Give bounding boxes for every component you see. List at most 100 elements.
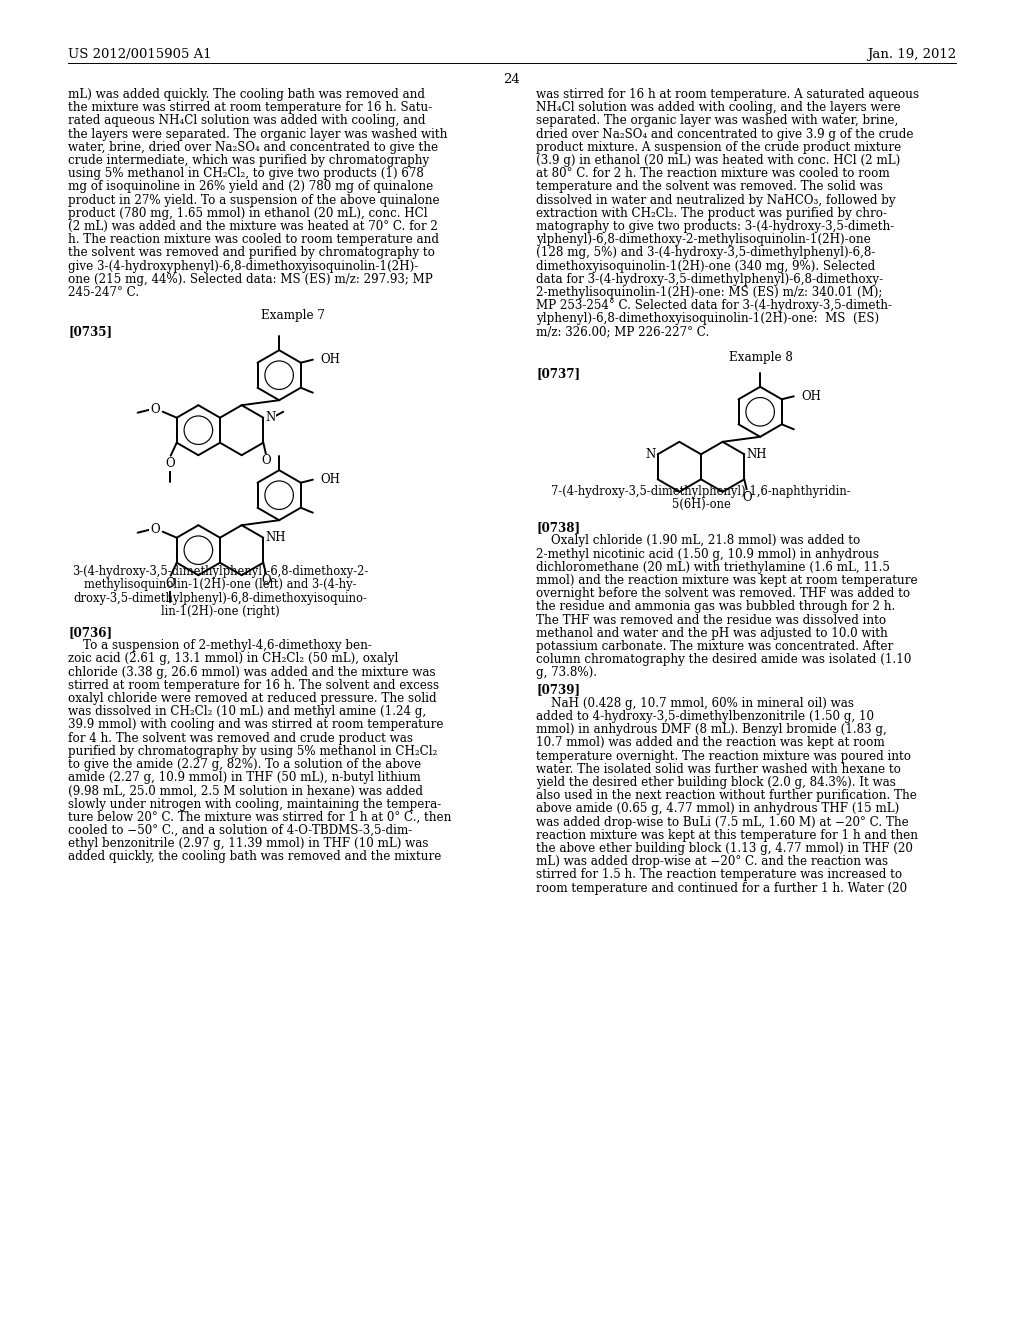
Text: N: N [645, 447, 655, 461]
Text: 3-(4-hydroxy-3,5-dimethylphenyl)-6,8-dimethoxy-2-: 3-(4-hydroxy-3,5-dimethylphenyl)-6,8-dim… [72, 565, 368, 578]
Text: product in 27% yield. To a suspension of the above quinalone: product in 27% yield. To a suspension of… [68, 194, 439, 207]
Text: Example 7: Example 7 [261, 309, 325, 322]
Text: oxalyl chloride were removed at reduced pressure. The solid: oxalyl chloride were removed at reduced … [68, 692, 436, 705]
Text: separated. The organic layer was washed with water, brine,: separated. The organic layer was washed … [536, 115, 898, 128]
Text: h. The reaction mixture was cooled to room temperature and: h. The reaction mixture was cooled to ro… [68, 234, 439, 247]
Text: O: O [261, 574, 271, 587]
Text: water, brine, dried over Na₂SO₄ and concentrated to give the: water, brine, dried over Na₂SO₄ and conc… [68, 141, 438, 154]
Text: O: O [165, 457, 174, 470]
Text: [0735]: [0735] [68, 325, 112, 338]
Text: Jan. 19, 2012: Jan. 19, 2012 [867, 48, 956, 61]
Text: US 2012/0015905 A1: US 2012/0015905 A1 [68, 48, 212, 61]
Text: NH: NH [746, 447, 767, 461]
Text: 7-(4-hydroxy-3,5-dimethylphenyl)-1,6-naphthyridin-: 7-(4-hydroxy-3,5-dimethylphenyl)-1,6-nap… [551, 484, 851, 498]
Text: was dissolved in CH₂Cl₂ (10 mL) and methyl amine (1.24 g,: was dissolved in CH₂Cl₂ (10 mL) and meth… [68, 705, 426, 718]
Text: matography to give two products: 3-(4-hydroxy-3,5-dimeth-: matography to give two products: 3-(4-hy… [536, 220, 894, 234]
Text: O: O [150, 403, 160, 416]
Text: zoic acid (2.61 g, 13.1 mmol) in CH₂Cl₂ (50 mL), oxalyl: zoic acid (2.61 g, 13.1 mmol) in CH₂Cl₂ … [68, 652, 398, 665]
Text: 2-methylisoquinolin-1(2H)-one: MS (ES) m/z: 340.01 (M);: 2-methylisoquinolin-1(2H)-one: MS (ES) m… [536, 286, 883, 300]
Text: ylphenyl)-6,8-dimethoxy-2-methylisoquinolin-1(2H)-one: ylphenyl)-6,8-dimethoxy-2-methylisoquino… [536, 234, 870, 247]
Text: dimethoxyisoquinolin-1(2H)-one (340 mg, 9%). Selected: dimethoxyisoquinolin-1(2H)-one (340 mg, … [536, 260, 876, 273]
Text: mg of isoquinoline in 26% yield and (2) 780 mg of quinalone: mg of isoquinoline in 26% yield and (2) … [68, 181, 433, 194]
Text: the solvent was removed and purified by chromatography to: the solvent was removed and purified by … [68, 247, 435, 260]
Text: (9.98 mL, 25.0 mmol, 2.5 M solution in hexane) was added: (9.98 mL, 25.0 mmol, 2.5 M solution in h… [68, 784, 423, 797]
Text: data for 3-(4-hydroxy-3,5-dimethylphenyl)-6,8-dimethoxy-: data for 3-(4-hydroxy-3,5-dimethylphenyl… [536, 273, 883, 286]
Text: stirred at room temperature for 16 h. The solvent and excess: stirred at room temperature for 16 h. Th… [68, 678, 439, 692]
Text: was added drop-wise to BuLi (7.5 mL, 1.60 M) at −20° C. The: was added drop-wise to BuLi (7.5 mL, 1.6… [536, 816, 908, 829]
Text: [0739]: [0739] [536, 684, 581, 697]
Text: above amide (0.65 g, 4.77 mmol) in anhydrous THF (15 mL): above amide (0.65 g, 4.77 mmol) in anhyd… [536, 803, 899, 816]
Text: Example 8: Example 8 [729, 351, 793, 364]
Text: potassium carbonate. The mixture was concentrated. After: potassium carbonate. The mixture was con… [536, 640, 893, 653]
Text: water. The isolated solid was further washed with hexane to: water. The isolated solid was further wa… [536, 763, 901, 776]
Text: OH: OH [802, 389, 821, 403]
Text: OH: OH [321, 354, 341, 366]
Text: 10.7 mmol) was added and the reaction was kept at room: 10.7 mmol) was added and the reaction wa… [536, 737, 885, 750]
Text: To a suspension of 2-methyl-4,6-dimethoxy ben-: To a suspension of 2-methyl-4,6-dimethox… [68, 639, 372, 652]
Text: (3.9 g) in ethanol (20 mL) was heated with conc. HCl (2 mL): (3.9 g) in ethanol (20 mL) was heated wi… [536, 154, 900, 168]
Text: O: O [165, 577, 174, 590]
Text: ture below 20° C. The mixture was stirred for 1 h at 0° C., then: ture below 20° C. The mixture was stirre… [68, 810, 452, 824]
Text: also used in the next reaction without further purification. The: also used in the next reaction without f… [536, 789, 916, 803]
Text: methylisoquinolin-1(2H)-one (left) and 3-(4-hy-: methylisoquinolin-1(2H)-one (left) and 3… [84, 578, 356, 591]
Text: temperature overnight. The reaction mixture was poured into: temperature overnight. The reaction mixt… [536, 750, 911, 763]
Text: droxy-3,5-dimethylphenyl)-6,8-dimethoxyisoquino-: droxy-3,5-dimethylphenyl)-6,8-dimethoxyi… [73, 591, 367, 605]
Text: 2-methyl nicotinic acid (1.50 g, 10.9 mmol) in anhydrous: 2-methyl nicotinic acid (1.50 g, 10.9 mm… [536, 548, 879, 561]
Text: extraction with CH₂Cl₂. The product was purified by chro-: extraction with CH₂Cl₂. The product was … [536, 207, 887, 220]
Text: to give the amide (2.27 g, 82%). To a solution of the above: to give the amide (2.27 g, 82%). To a so… [68, 758, 421, 771]
Text: cooled to −50° C., and a solution of 4-O-TBDMS-3,5-dim-: cooled to −50° C., and a solution of 4-O… [68, 824, 413, 837]
Text: mL) was added drop-wise at −20° C. and the reaction was: mL) was added drop-wise at −20° C. and t… [536, 855, 888, 869]
Text: 245-247° C.: 245-247° C. [68, 286, 139, 300]
Text: added to 4-hydroxy-3,5-dimethylbenzonitrile (1.50 g, 10: added to 4-hydroxy-3,5-dimethylbenzonitr… [536, 710, 874, 723]
Text: m/z: 326.00; MP 226-227° C.: m/z: 326.00; MP 226-227° C. [536, 326, 710, 339]
Text: at 80° C. for 2 h. The reaction mixture was cooled to room: at 80° C. for 2 h. The reaction mixture … [536, 168, 890, 181]
Text: [0737]: [0737] [536, 367, 581, 380]
Text: [0736]: [0736] [68, 626, 112, 639]
Text: N: N [265, 412, 275, 424]
Text: (2 mL) was added and the mixture was heated at 70° C. for 2: (2 mL) was added and the mixture was hea… [68, 220, 438, 234]
Text: overnight before the solvent was removed. THF was added to: overnight before the solvent was removed… [536, 587, 910, 601]
Text: product mixture. A suspension of the crude product mixture: product mixture. A suspension of the cru… [536, 141, 901, 154]
Text: yield the desired ether building block (2.0 g, 84.3%). It was: yield the desired ether building block (… [536, 776, 896, 789]
Text: product (780 mg, 1.65 mmol) in ethanol (20 mL), conc. HCl: product (780 mg, 1.65 mmol) in ethanol (… [68, 207, 428, 220]
Text: the mixture was stirred at room temperature for 16 h. Satu-: the mixture was stirred at room temperat… [68, 102, 432, 115]
Text: g, 73.8%).: g, 73.8%). [536, 667, 597, 680]
Text: [0738]: [0738] [536, 521, 581, 535]
Text: O: O [261, 454, 271, 467]
Text: ethyl benzonitrile (2.97 g, 11.39 mmol) in THF (10 mL) was: ethyl benzonitrile (2.97 g, 11.39 mmol) … [68, 837, 428, 850]
Text: Oxalyl chloride (1.90 mL, 21.8 mmol) was added to: Oxalyl chloride (1.90 mL, 21.8 mmol) was… [536, 535, 860, 548]
Text: 24: 24 [504, 73, 520, 86]
Text: MP 253-254° C. Selected data for 3-(4-hydroxy-3,5-dimeth-: MP 253-254° C. Selected data for 3-(4-hy… [536, 300, 892, 313]
Text: methanol and water and the pH was adjusted to 10.0 with: methanol and water and the pH was adjust… [536, 627, 888, 640]
Text: 5(6H)-one: 5(6H)-one [672, 498, 730, 511]
Text: rated aqueous NH₄Cl solution was added with cooling, and: rated aqueous NH₄Cl solution was added w… [68, 115, 426, 128]
Text: amide (2.27 g, 10.9 mmol) in THF (50 mL), n-butyl lithium: amide (2.27 g, 10.9 mmol) in THF (50 mL)… [68, 771, 421, 784]
Text: the above ether building block (1.13 g, 4.77 mmol) in THF (20: the above ether building block (1.13 g, … [536, 842, 912, 855]
Text: dichloromethane (20 mL) with triethylamine (1.6 mL, 11.5: dichloromethane (20 mL) with triethylami… [536, 561, 890, 574]
Text: the residue and ammonia gas was bubbled through for 2 h.: the residue and ammonia gas was bubbled … [536, 601, 895, 614]
Text: for 4 h. The solvent was removed and crude product was: for 4 h. The solvent was removed and cru… [68, 731, 413, 744]
Text: dried over Na₂SO₄ and concentrated to give 3.9 g of the crude: dried over Na₂SO₄ and concentrated to gi… [536, 128, 913, 141]
Text: added quickly, the cooling bath was removed and the mixture: added quickly, the cooling bath was remo… [68, 850, 441, 863]
Text: The THF was removed and the residue was dissolved into: The THF was removed and the residue was … [536, 614, 886, 627]
Text: O: O [742, 491, 752, 504]
Text: stirred for 1.5 h. The reaction temperature was increased to: stirred for 1.5 h. The reaction temperat… [536, 869, 902, 882]
Text: column chromatography the desired amide was isolated (1.10: column chromatography the desired amide … [536, 653, 911, 667]
Text: OH: OH [321, 473, 341, 486]
Text: lin-1(2H)-one (right): lin-1(2H)-one (right) [161, 605, 280, 618]
Text: mmol) and the reaction mixture was kept at room temperature: mmol) and the reaction mixture was kept … [536, 574, 918, 587]
Text: give 3-(4-hydroxyphenyl)-6,8-dimethoxyisoquinolin-1(2H)-: give 3-(4-hydroxyphenyl)-6,8-dimethoxyis… [68, 260, 418, 273]
Text: temperature and the solvent was removed. The solid was: temperature and the solvent was removed.… [536, 181, 883, 194]
Text: NH: NH [265, 531, 286, 544]
Text: chloride (3.38 g, 26.6 mmol) was added and the mixture was: chloride (3.38 g, 26.6 mmol) was added a… [68, 665, 435, 678]
Text: NaH (0.428 g, 10.7 mmol, 60% in mineral oil) was: NaH (0.428 g, 10.7 mmol, 60% in mineral … [536, 697, 854, 710]
Text: was stirred for 16 h at room temperature. A saturated aqueous: was stirred for 16 h at room temperature… [536, 88, 920, 102]
Text: 39.9 mmol) with cooling and was stirred at room temperature: 39.9 mmol) with cooling and was stirred … [68, 718, 443, 731]
Text: ylphenyl)-6,8-dimethoxyisoquinolin-1(2H)-one:  MS  (ES): ylphenyl)-6,8-dimethoxyisoquinolin-1(2H)… [536, 313, 880, 326]
Text: mL) was added quickly. The cooling bath was removed and: mL) was added quickly. The cooling bath … [68, 88, 425, 102]
Text: crude intermediate, which was purified by chromatography: crude intermediate, which was purified b… [68, 154, 429, 168]
Text: O: O [150, 523, 160, 536]
Text: mmol) in anhydrous DMF (8 mL). Benzyl bromide (1.83 g,: mmol) in anhydrous DMF (8 mL). Benzyl br… [536, 723, 887, 737]
Text: purified by chromatography by using 5% methanol in CH₂Cl₂: purified by chromatography by using 5% m… [68, 744, 437, 758]
Text: reaction mixture was kept at this temperature for 1 h and then: reaction mixture was kept at this temper… [536, 829, 918, 842]
